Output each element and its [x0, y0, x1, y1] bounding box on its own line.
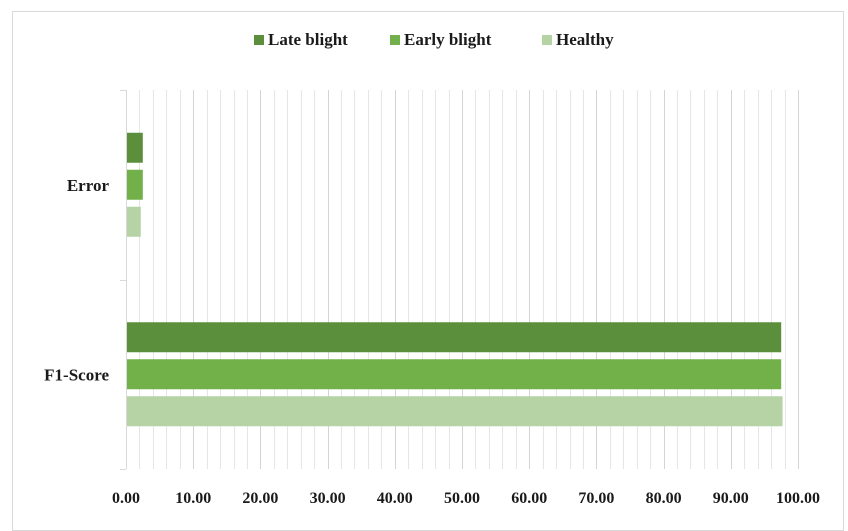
legend-label: Late blight: [268, 30, 348, 49]
category-label: F1-Score: [44, 365, 109, 384]
x-tick-label: 10.00: [175, 490, 211, 507]
legend-label: Healthy: [556, 30, 614, 49]
legend-label: Early blight: [404, 30, 492, 49]
bar-early-blight-error: [127, 169, 143, 200]
bar-late-blight-error: [127, 132, 143, 163]
bar-late-blight-f1-score: [127, 322, 782, 353]
legend-swatch-healthy: [542, 35, 552, 45]
bar-healthy-f1-score: [127, 396, 783, 427]
bars: [127, 132, 783, 427]
x-tick-label: 80.00: [646, 490, 682, 507]
x-tick-label: 30.00: [310, 490, 346, 507]
chart-frame: [12, 11, 844, 531]
x-tick-label: 0.00: [112, 490, 140, 507]
legend: Late blight Early blight Healthy: [254, 30, 614, 49]
legend-swatch-late-blight: [254, 35, 264, 45]
x-tick-label: 50.00: [444, 490, 480, 507]
bar-early-blight-f1-score: [127, 359, 782, 390]
axis-labels: Error F1-Score 0.00 10.00 20.00 30.00 40.00 50.…: [44, 176, 820, 507]
category-axis: [120, 90, 127, 470]
legend-swatch-early-blight: [390, 35, 400, 45]
x-tick-label: 40.00: [377, 490, 413, 507]
bar-chart: Error F1-Score 0.00 10.00 20.00 30.00 40.00 50.…: [44, 30, 820, 507]
x-tick-label: 60.00: [511, 490, 547, 507]
x-tick-label: 70.00: [578, 490, 614, 507]
x-tick-label: 90.00: [713, 490, 749, 507]
x-tick-label: 20.00: [242, 490, 278, 507]
x-tick-label: 100.00: [776, 490, 820, 507]
category-label: Error: [67, 176, 110, 195]
bar-healthy-error: [127, 206, 141, 237]
